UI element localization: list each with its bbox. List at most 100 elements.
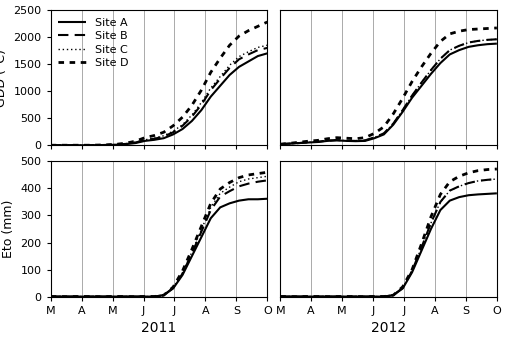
Site D (151, 133, 157, 137)
Site D (170, 124, 176, 128)
Site C (57, 143, 63, 147)
Site D (236, 34, 242, 38)
Site B (66, 143, 73, 147)
Site D (114, 142, 120, 146)
Site A (179, 127, 186, 131)
Line: Site D: Site D (51, 22, 267, 145)
Site B (255, 48, 261, 52)
Site B (123, 142, 129, 146)
Site C (198, 100, 204, 104)
Site D (142, 135, 148, 140)
Site A (57, 143, 63, 147)
Site A (104, 143, 110, 147)
Site B (132, 141, 138, 145)
Site A (132, 141, 138, 145)
Site C (95, 143, 101, 147)
Line: Site C: Site C (51, 45, 267, 145)
Site D (104, 143, 110, 147)
Site A (151, 138, 157, 142)
Site D (198, 88, 204, 92)
Legend: Site A, Site B, Site C, Site D: Site A, Site B, Site C, Site D (56, 16, 131, 70)
Site D (132, 139, 138, 143)
Site D (85, 143, 91, 147)
Site B (170, 130, 176, 134)
Site B (114, 143, 120, 147)
Site D (255, 24, 261, 28)
Site C (227, 63, 233, 67)
Site D (208, 70, 214, 74)
X-axis label: 2012: 2012 (371, 321, 406, 335)
Site A (198, 108, 204, 112)
Site D (179, 115, 186, 119)
Site B (264, 46, 270, 50)
Site B (76, 143, 82, 147)
Site A (76, 143, 82, 147)
Site A (142, 139, 148, 143)
Site D (48, 143, 54, 147)
Site A (264, 51, 270, 55)
Site D (123, 141, 129, 145)
Site C (161, 134, 167, 138)
Site B (208, 88, 214, 92)
Site C (76, 143, 82, 147)
Site D (95, 143, 101, 147)
Site D (189, 103, 195, 107)
Site C (114, 143, 120, 147)
Site C (245, 50, 251, 54)
Site B (104, 143, 110, 147)
Site B (48, 143, 54, 147)
Site D (161, 130, 167, 134)
Site B (245, 53, 251, 57)
Site B (217, 77, 223, 81)
Site B (57, 143, 63, 147)
Site A (170, 132, 176, 136)
Site B (142, 138, 148, 142)
Site C (179, 123, 186, 127)
Site A (217, 84, 223, 88)
Site A (227, 73, 233, 77)
Site D (76, 143, 82, 147)
Site C (264, 43, 270, 47)
Site C (151, 136, 157, 140)
Site A (208, 95, 214, 99)
Site D (217, 56, 223, 60)
Line: Site B: Site B (51, 48, 267, 145)
Site A (236, 65, 242, 69)
Site B (189, 115, 195, 119)
Site C (170, 129, 176, 133)
Site D (66, 143, 73, 147)
Site C (123, 142, 129, 146)
Site A (161, 136, 167, 140)
Site B (95, 143, 101, 147)
Site B (198, 103, 204, 107)
Site C (104, 143, 110, 147)
Site C (48, 143, 54, 147)
Site C (255, 45, 261, 50)
Site B (179, 124, 186, 128)
Line: Site A: Site A (51, 53, 267, 145)
Site D (245, 29, 251, 33)
Y-axis label: GDD (°C): GDD (°C) (0, 49, 8, 106)
Site A (189, 119, 195, 123)
Site C (132, 140, 138, 144)
Site A (66, 143, 73, 147)
Site A (48, 143, 54, 147)
Site A (85, 143, 91, 147)
Site B (151, 137, 157, 141)
Site C (142, 138, 148, 142)
Site A (95, 143, 101, 147)
Site C (208, 86, 214, 90)
Site B (161, 134, 167, 139)
Site C (66, 143, 73, 147)
Y-axis label: Eto (mm): Eto (mm) (2, 200, 15, 258)
X-axis label: 2011: 2011 (141, 321, 176, 335)
Site D (57, 143, 63, 147)
Site A (123, 142, 129, 146)
Site C (85, 143, 91, 147)
Site A (255, 54, 261, 58)
Site B (236, 57, 242, 61)
Site B (227, 66, 233, 70)
Site D (227, 43, 233, 47)
Site C (236, 55, 242, 59)
Site D (264, 20, 270, 24)
